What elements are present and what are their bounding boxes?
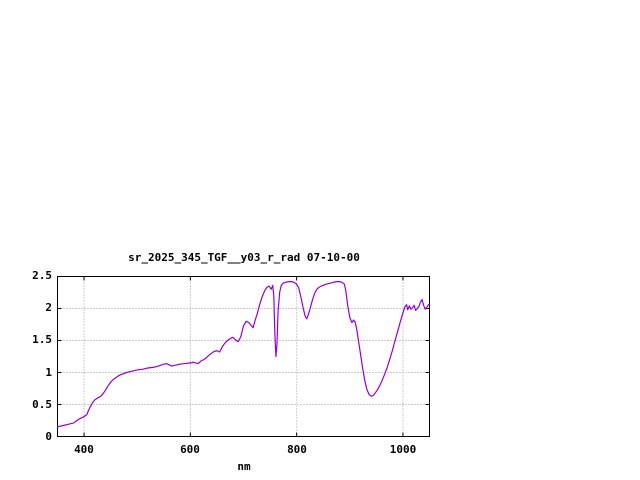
spectral-line [56, 281, 431, 428]
y-tick-label: 0 [45, 430, 52, 443]
y-tick-label: 2.5 [32, 269, 52, 282]
y-tick-label: 1 [45, 366, 52, 379]
x-axis-label: nm [237, 460, 251, 473]
plot-area [56, 276, 431, 437]
x-tick-label: 400 [74, 443, 94, 456]
y-tick-label: 2 [45, 301, 52, 314]
y-tick-label: 1.5 [32, 333, 52, 346]
chart-title: sr_2025_345_TGF__y03_r_rad 07-10-00 [128, 251, 360, 264]
x-tick-label: 600 [180, 443, 200, 456]
y-tick-label: 0.5 [32, 398, 52, 411]
x-tick-label: 1000 [389, 443, 417, 456]
plot-border [57, 276, 430, 437]
x-tick-label: 800 [287, 443, 307, 456]
